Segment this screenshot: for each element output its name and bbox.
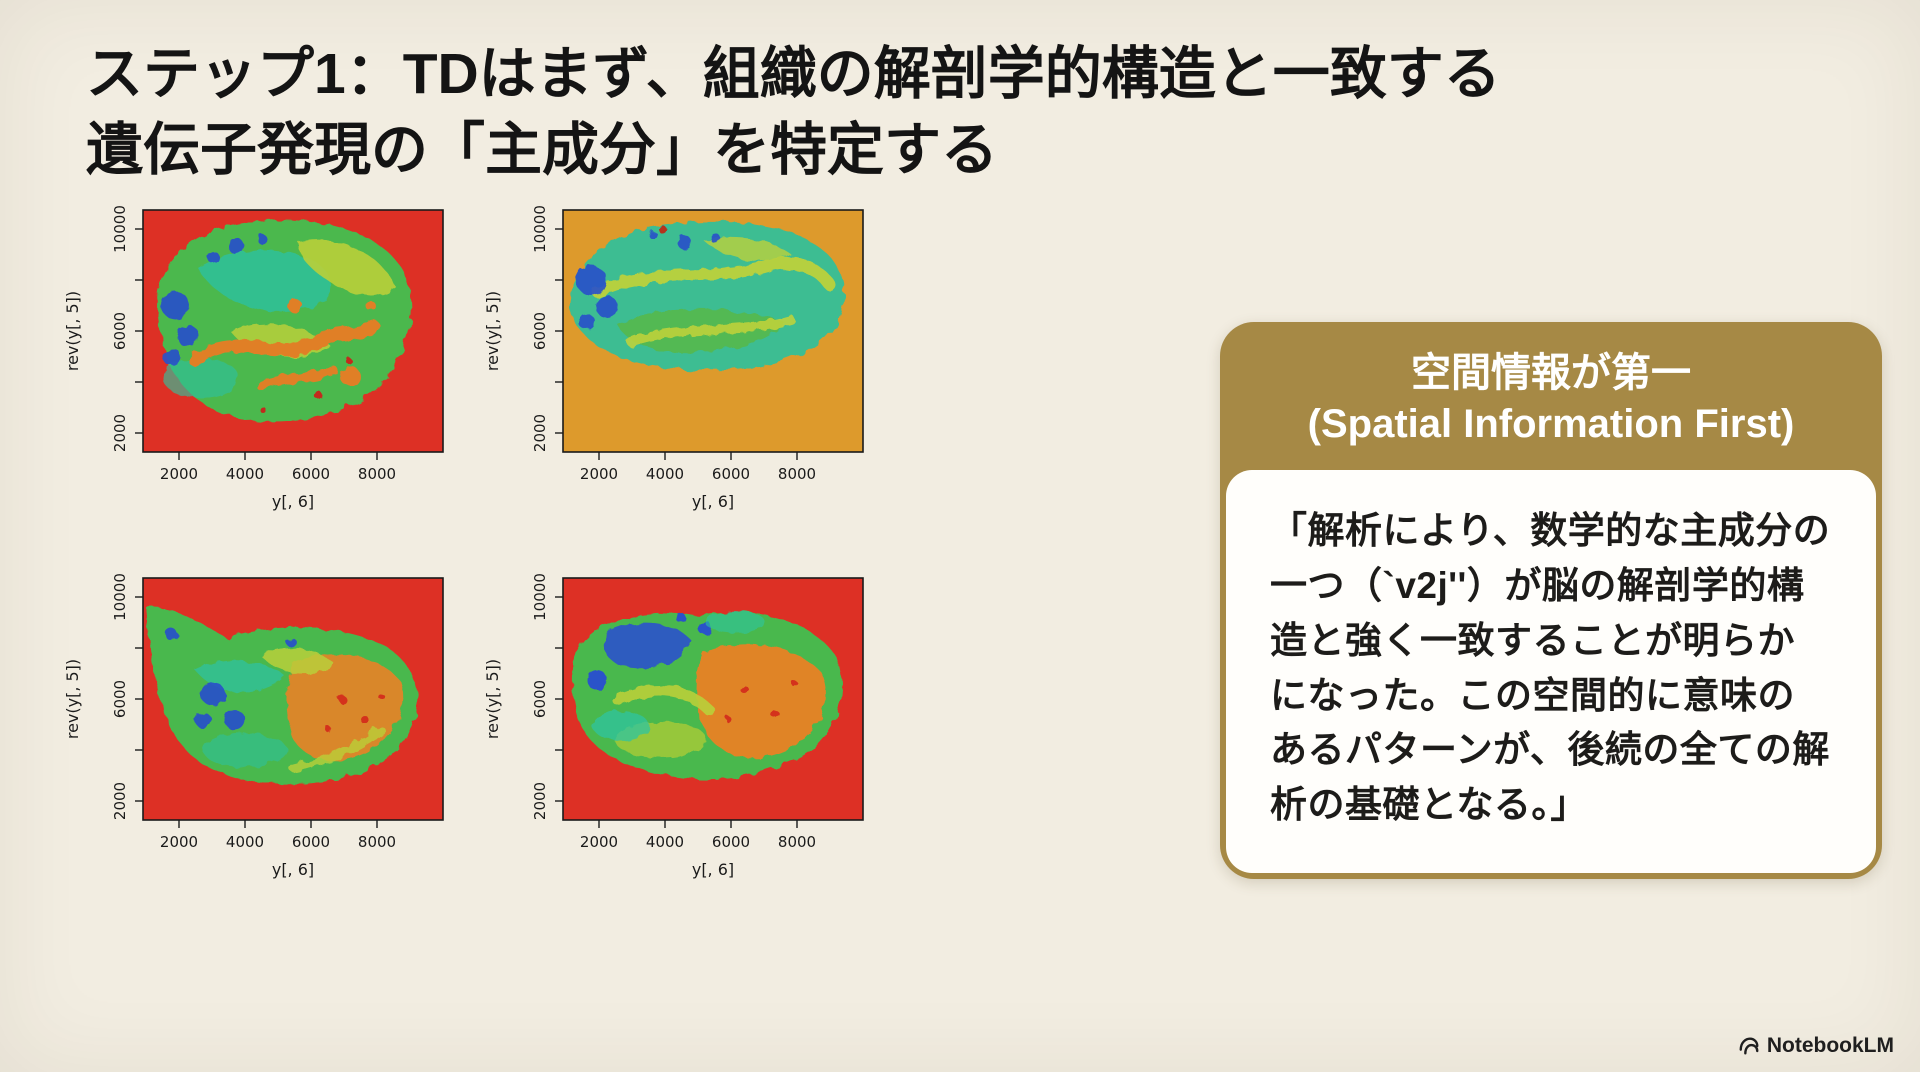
plot-grid: 10000 6000 2000 rev(y[, 5]) 2000 4000 60… [48, 198, 888, 886]
x-tick-label: 4000 [226, 833, 264, 851]
x-tick-label: 4000 [226, 465, 264, 483]
x-tick-label: 8000 [358, 833, 396, 851]
blob-orange-dots [288, 299, 376, 386]
x-axis-label: y[, 6] [272, 492, 314, 511]
brain-section-blobs [572, 611, 843, 780]
x-tick-label: 2000 [160, 833, 198, 851]
y-tick-label: 6000 [111, 312, 129, 350]
blob-orange-region [696, 644, 826, 758]
x-tick-label: 6000 [712, 833, 750, 851]
x-tick-labels: 2000 4000 6000 8000 [580, 465, 816, 483]
y-axis-label: rev(y[, 5]) [483, 659, 502, 739]
scatter-plot-bottom-right: 10000 6000 2000 rev(y[, 5]) 2000 4000 60… [483, 573, 864, 879]
x-tick-label: 8000 [778, 465, 816, 483]
brain-section-blobs [157, 219, 412, 422]
y-tick-label: 10000 [111, 573, 129, 621]
blob-orange-layer [188, 319, 380, 391]
y-tick-label: 2000 [111, 782, 129, 820]
blob-yellowgreen-layer [592, 236, 835, 347]
blob-blue-layer [165, 628, 296, 730]
speckle-red-dots [726, 681, 798, 723]
x-axis-label: y[, 6] [692, 860, 734, 879]
speckle-red-dots [326, 693, 384, 733]
y-axis-label: rev(y[, 5]) [63, 291, 82, 371]
blob-teal-layer [163, 249, 331, 398]
x-tick-label: 2000 [580, 833, 618, 851]
y-tick-label: 10000 [531, 573, 549, 621]
x-axis-ticks [598, 452, 798, 460]
y-tick-label: 2000 [111, 414, 129, 452]
x-tick-label: 6000 [292, 465, 330, 483]
slide-title-line-2: 遺伝子発現の「主成分」を特定する [86, 118, 998, 183]
y-tick-label: 6000 [111, 680, 129, 718]
x-tick-label: 4000 [646, 833, 684, 851]
x-axis-label: y[, 6] [272, 860, 314, 879]
notebooklm-logo-icon [1739, 1037, 1759, 1055]
brain-section-blobs [569, 221, 844, 371]
y-tick-labels: 10000 6000 2000 [531, 205, 549, 452]
speckle-red-dot [659, 226, 667, 234]
scatter-plot-bottom-left: 10000 6000 2000 rev(y[, 5]) 2000 4000 60… [63, 573, 444, 879]
callout-header-line-1: 空間情報が第一 [1411, 351, 1691, 395]
y-tick-label: 6000 [531, 312, 549, 350]
scatter-plot-top-right: 10000 6000 2000 rev(y[, 5]) 2000 4000 60… [483, 205, 864, 511]
x-tick-label: 6000 [292, 833, 330, 851]
slide-title-line-1: ステップ1：TDはまず、組織の解剖学的構造と一致する [86, 42, 1501, 106]
y-axis-label: rev(y[, 5]) [483, 291, 502, 371]
y-tick-label: 6000 [531, 680, 549, 718]
x-tick-label: 4000 [646, 465, 684, 483]
x-tick-label: 2000 [160, 465, 198, 483]
notebooklm-watermark: NotebookLM [1738, 1034, 1894, 1058]
blob-teal-layer [593, 611, 765, 741]
callout-header-line-2: (Spatial Information First) [1307, 402, 1795, 447]
callout-body-text: 「解析により、数学的な主成分の一つ（`v2j''）が脳の解剖学的構造と強く一致す… [1226, 470, 1876, 873]
x-axis-ticks [178, 820, 378, 828]
y-axis-ticks [135, 228, 143, 434]
y-tick-labels: 10000 6000 2000 [111, 573, 129, 820]
y-tick-labels: 10000 6000 2000 [531, 573, 549, 820]
x-axis-ticks [178, 452, 378, 460]
y-tick-label: 2000 [531, 414, 549, 452]
x-tick-label: 8000 [778, 833, 816, 851]
callout-header: 空間情報が第一 (Spatial Information First) [1220, 322, 1882, 470]
y-axis-label: rev(y[, 5]) [63, 659, 82, 739]
speckle-red-dots [260, 357, 351, 413]
x-tick-label: 2000 [580, 465, 618, 483]
x-axis-label: y[, 6] [692, 492, 734, 511]
y-tick-label: 10000 [531, 205, 549, 253]
x-tick-label: 8000 [358, 465, 396, 483]
y-tick-labels: 10000 6000 2000 [111, 205, 129, 452]
x-tick-labels: 2000 4000 6000 8000 [160, 833, 396, 851]
y-tick-label: 10000 [111, 205, 129, 253]
callout-card: 空間情報が第一 (Spatial Information First) 「解析に… [1220, 322, 1882, 879]
x-tick-labels: 2000 4000 6000 8000 [580, 833, 816, 851]
brand-label: NotebookLM [1766, 1034, 1894, 1057]
y-axis-ticks [135, 596, 143, 802]
blob-blue-layer [576, 231, 720, 330]
x-tick-label: 6000 [712, 465, 750, 483]
blob-yellowgreen-layer [261, 648, 385, 772]
scatter-plot-top-left: 10000 6000 2000 rev(y[, 5]) 2000 4000 60… [63, 205, 444, 511]
brain-section-blobs [147, 607, 417, 785]
x-axis-ticks [598, 820, 798, 828]
blob-blue-layer [161, 235, 268, 366]
y-tick-label: 2000 [531, 782, 549, 820]
y-axis-ticks [555, 228, 563, 434]
slide-title: ステップ1：TDはまず、組織の解剖学的構造と一致する 遺伝子発現の「主成分」を特… [86, 36, 1501, 189]
y-axis-ticks [555, 596, 563, 802]
x-tick-labels: 2000 4000 6000 8000 [160, 465, 396, 483]
